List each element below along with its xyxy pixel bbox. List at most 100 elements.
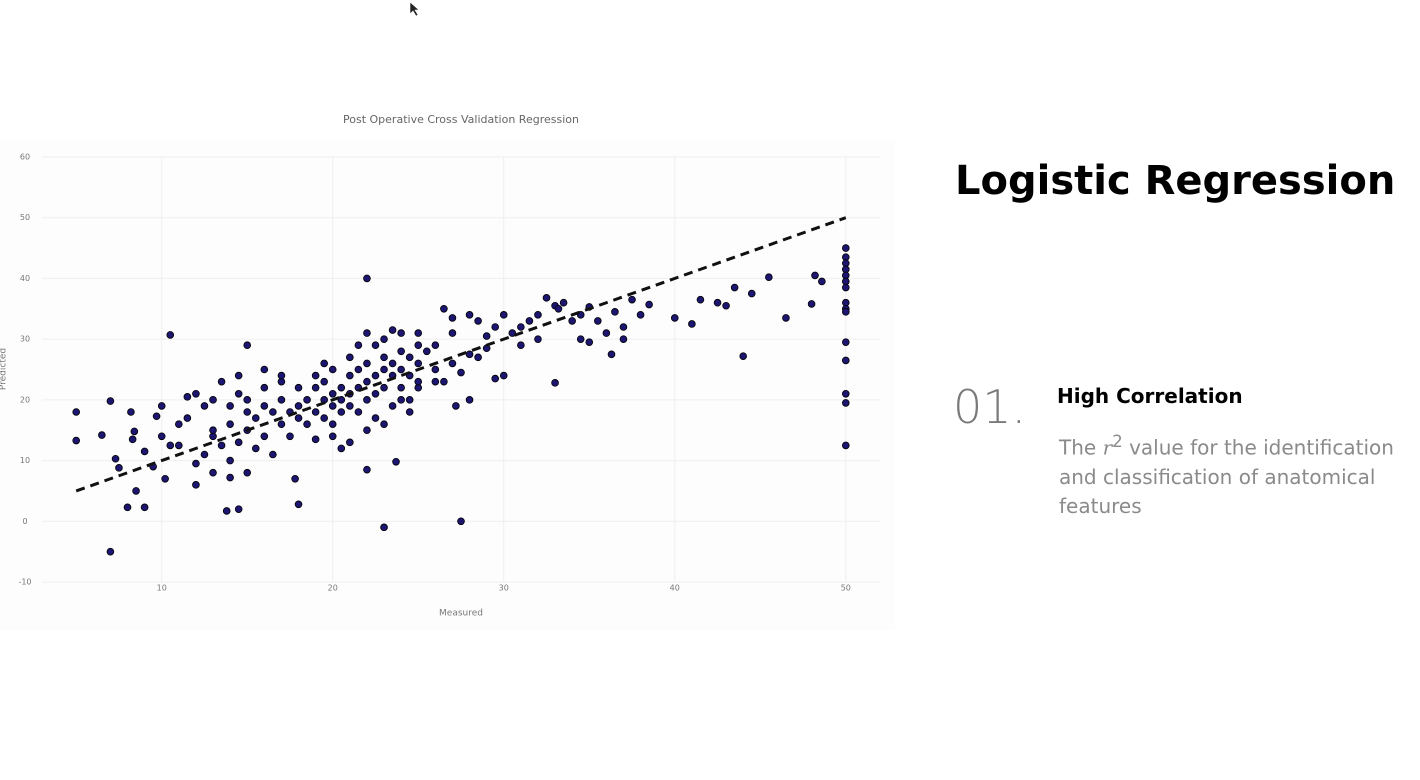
point <box>730 283 739 292</box>
point <box>482 332 491 340</box>
point <box>782 314 790 322</box>
point <box>818 277 826 286</box>
point <box>765 273 773 282</box>
point <box>209 396 217 404</box>
point <box>508 329 517 337</box>
point <box>431 377 440 386</box>
point <box>251 414 260 422</box>
point <box>346 438 354 447</box>
point <box>200 402 209 410</box>
point <box>72 408 81 416</box>
point <box>431 365 440 374</box>
point <box>166 331 175 339</box>
point <box>123 503 132 512</box>
point <box>243 408 252 416</box>
point <box>260 432 269 441</box>
point <box>841 356 850 365</box>
point <box>175 441 183 450</box>
point <box>554 304 563 313</box>
x-tick-label: 50 <box>841 584 851 593</box>
cursor <box>409 1 420 17</box>
point <box>363 274 371 283</box>
point <box>98 431 106 439</box>
point <box>260 383 269 392</box>
point <box>696 295 705 304</box>
point <box>269 450 277 459</box>
point <box>670 314 679 322</box>
point <box>405 353 414 362</box>
point <box>260 365 269 374</box>
point <box>739 352 747 360</box>
x-tick-label: 30 <box>499 584 509 593</box>
point <box>713 298 722 307</box>
point <box>209 426 217 435</box>
point <box>337 383 346 392</box>
point <box>128 435 137 444</box>
point <box>209 468 217 477</box>
point <box>251 444 260 453</box>
description-text: The <box>1059 435 1097 460</box>
point <box>602 329 611 337</box>
point <box>448 359 457 368</box>
point <box>491 323 500 331</box>
point <box>72 436 81 445</box>
y-tick-label: 30 <box>20 335 30 344</box>
point <box>388 402 397 410</box>
point <box>140 447 149 456</box>
point <box>294 402 303 410</box>
point <box>619 323 628 331</box>
y-tick-label: 60 <box>20 153 30 162</box>
point <box>388 326 397 334</box>
point <box>568 317 576 325</box>
point <box>363 396 371 404</box>
point <box>363 329 371 337</box>
point <box>452 402 460 410</box>
point <box>328 432 337 441</box>
point <box>594 317 602 325</box>
point <box>363 377 371 386</box>
point <box>337 408 346 416</box>
point <box>397 396 405 404</box>
point <box>841 283 850 292</box>
variable: r <box>1102 435 1113 460</box>
point <box>397 365 405 374</box>
y-tick-label: 40 <box>20 274 30 283</box>
point <box>277 371 286 380</box>
point <box>811 271 819 280</box>
point <box>294 500 303 509</box>
slide-heading: Logistic Regression <box>955 158 1396 204</box>
point <box>234 438 243 447</box>
point <box>106 547 115 556</box>
point <box>414 359 423 368</box>
point <box>628 295 636 304</box>
point <box>226 456 234 465</box>
point <box>841 399 850 407</box>
point <box>807 300 816 308</box>
point <box>346 371 354 380</box>
point <box>311 408 320 416</box>
point <box>525 317 534 325</box>
point <box>311 435 320 444</box>
point <box>234 505 243 513</box>
point <box>517 341 525 350</box>
point <box>161 474 169 483</box>
point <box>414 377 423 386</box>
point <box>291 474 299 483</box>
point <box>611 308 619 316</box>
point <box>448 329 457 337</box>
y-tick-label: 0 <box>22 517 27 526</box>
point <box>354 365 363 374</box>
point <box>354 408 363 416</box>
point <box>397 383 405 392</box>
point <box>380 383 388 392</box>
point <box>397 347 405 356</box>
point <box>474 317 482 325</box>
point <box>448 314 457 322</box>
point <box>132 487 140 495</box>
point <box>465 350 474 359</box>
point <box>200 450 209 459</box>
point <box>534 335 542 343</box>
point <box>328 420 337 428</box>
point <box>841 308 850 316</box>
